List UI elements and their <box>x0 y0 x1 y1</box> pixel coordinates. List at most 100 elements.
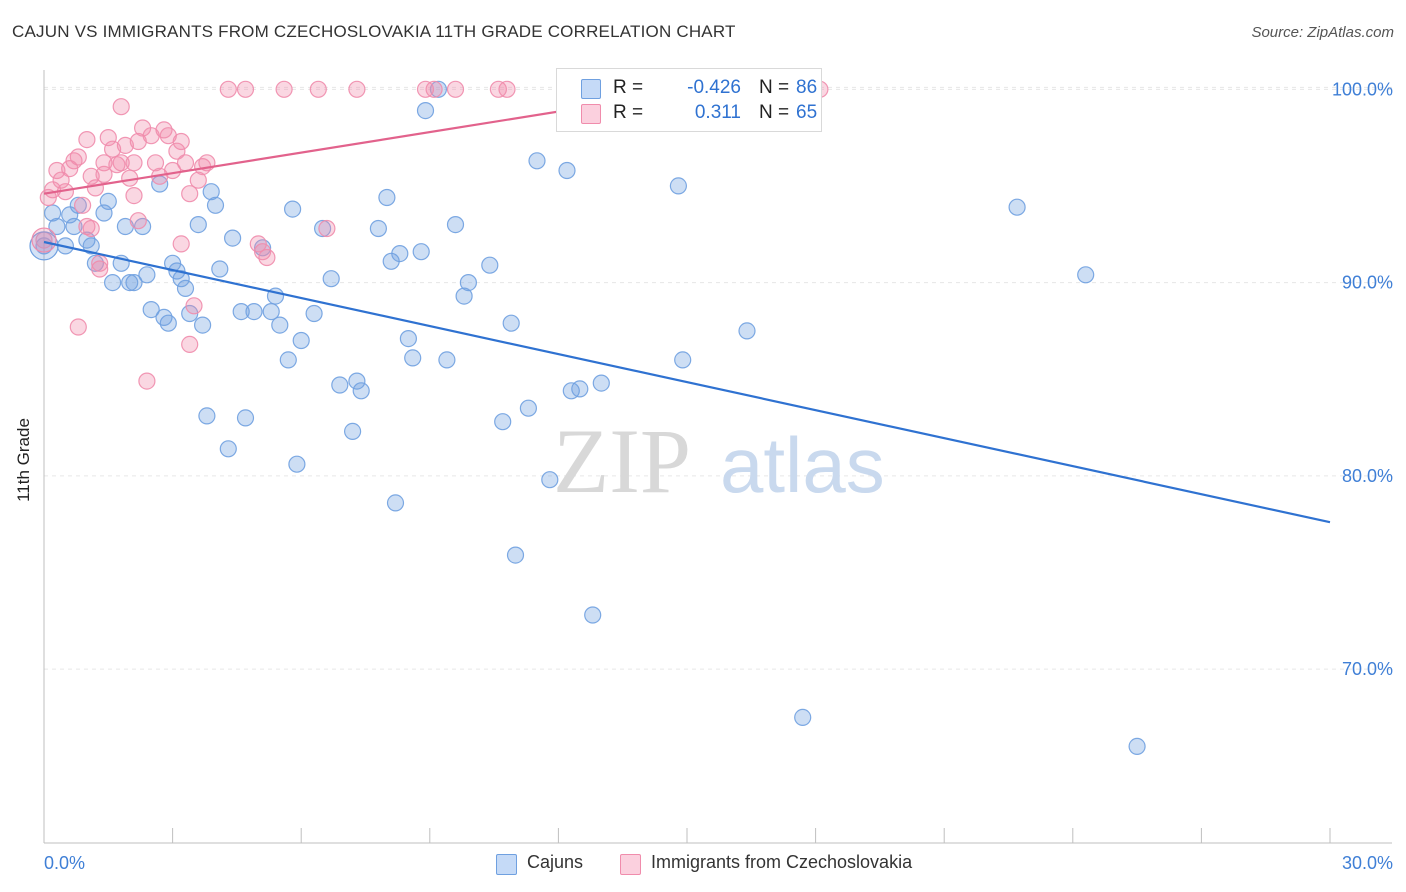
data-point <box>558 161 576 180</box>
data-point <box>519 399 538 417</box>
data-point <box>275 80 293 98</box>
watermark-atlas: atlas <box>720 421 885 509</box>
data-point <box>669 177 688 195</box>
data-point <box>172 270 190 288</box>
data-point <box>262 303 280 321</box>
data-point <box>73 196 92 214</box>
data-point <box>506 546 525 564</box>
data-point <box>61 160 79 178</box>
data-point <box>181 335 199 353</box>
r-label: R = <box>613 102 644 123</box>
cajuns-swatch <box>581 79 601 99</box>
stats-box: R = -0.426 N = 86 R = 0.311 N = 65 <box>556 68 822 132</box>
data-point <box>125 187 143 205</box>
data-point <box>48 161 66 180</box>
data-point <box>189 171 207 189</box>
gridlines <box>44 86 1392 670</box>
data-point <box>125 154 143 172</box>
source-label: Source: ZipAtlas.com <box>1251 24 1394 41</box>
data-point <box>386 494 405 512</box>
data-point <box>198 407 216 425</box>
data-point <box>344 422 362 440</box>
data-point <box>348 80 366 98</box>
data-point <box>172 235 190 253</box>
data-point <box>236 409 255 427</box>
data-point <box>794 708 812 727</box>
watermark-zip: ZIP <box>553 410 691 512</box>
data-point <box>129 212 147 230</box>
data-point <box>43 204 62 222</box>
immigrants-swatch <box>581 104 601 124</box>
data-point <box>69 148 87 166</box>
data-point <box>168 142 186 160</box>
data-point <box>138 372 156 390</box>
data-point <box>202 183 220 201</box>
data-point <box>502 314 520 332</box>
data-point <box>224 229 242 247</box>
data-point <box>481 256 499 274</box>
data-point <box>65 217 83 236</box>
data-point <box>416 80 435 98</box>
data-point <box>211 260 229 278</box>
data-point <box>391 245 409 263</box>
data-point <box>305 304 323 323</box>
data-point <box>69 318 87 336</box>
r-value: -0.426 <box>687 77 741 98</box>
data-point <box>1077 266 1095 284</box>
trend-line-cajuns <box>43 240 1331 524</box>
data-point <box>103 140 122 158</box>
data-point <box>181 185 199 203</box>
data-point <box>176 154 195 172</box>
data-point <box>494 413 512 431</box>
data-point <box>348 372 366 390</box>
legend-swatch <box>496 854 517 875</box>
series-cajuns <box>35 80 1146 756</box>
data-point <box>498 80 516 98</box>
data-point <box>121 274 139 292</box>
data-point <box>459 274 477 292</box>
data-point <box>232 303 250 321</box>
data-point <box>292 331 310 350</box>
data-point <box>429 80 447 98</box>
data-point <box>541 471 559 489</box>
tick-labels: 70.0% 80.0% 90.0% 100.0% 0.0% 30.0% <box>44 79 1393 873</box>
y-axis-label: 11th Grade <box>14 418 33 502</box>
data-point <box>236 80 255 98</box>
data-point <box>416 101 435 120</box>
data-point <box>146 154 165 172</box>
data-point <box>378 188 396 207</box>
data-point <box>185 297 203 315</box>
n-value: 86 <box>796 77 818 98</box>
data-point <box>103 274 122 292</box>
data-point <box>284 200 302 218</box>
data-point <box>528 152 546 170</box>
data-point <box>176 279 195 297</box>
n-label: N = <box>759 102 790 123</box>
r-label: R = <box>613 77 644 98</box>
y-tick-label: 80.0% <box>1342 466 1393 486</box>
data-point <box>69 196 87 214</box>
data-point <box>99 192 117 210</box>
data-point <box>1128 737 1146 756</box>
data-point <box>78 131 96 149</box>
data-point <box>31 227 57 253</box>
data-point <box>91 254 109 272</box>
watermark: ZIP atlas <box>553 410 885 512</box>
data-point <box>314 219 332 238</box>
data-point <box>82 219 100 238</box>
series-immigrants <box>35 80 829 390</box>
data-point <box>455 287 473 305</box>
data-point <box>489 80 507 98</box>
n-value: 65 <box>796 102 818 123</box>
data-point <box>399 330 417 348</box>
data-point <box>112 98 130 116</box>
data-point <box>288 455 306 473</box>
axes <box>43 70 1392 844</box>
data-point <box>331 376 349 394</box>
legend-swatch <box>620 854 641 875</box>
data-point <box>309 80 327 98</box>
data-point <box>425 80 443 98</box>
data-point <box>138 266 156 284</box>
data-point <box>584 606 602 624</box>
